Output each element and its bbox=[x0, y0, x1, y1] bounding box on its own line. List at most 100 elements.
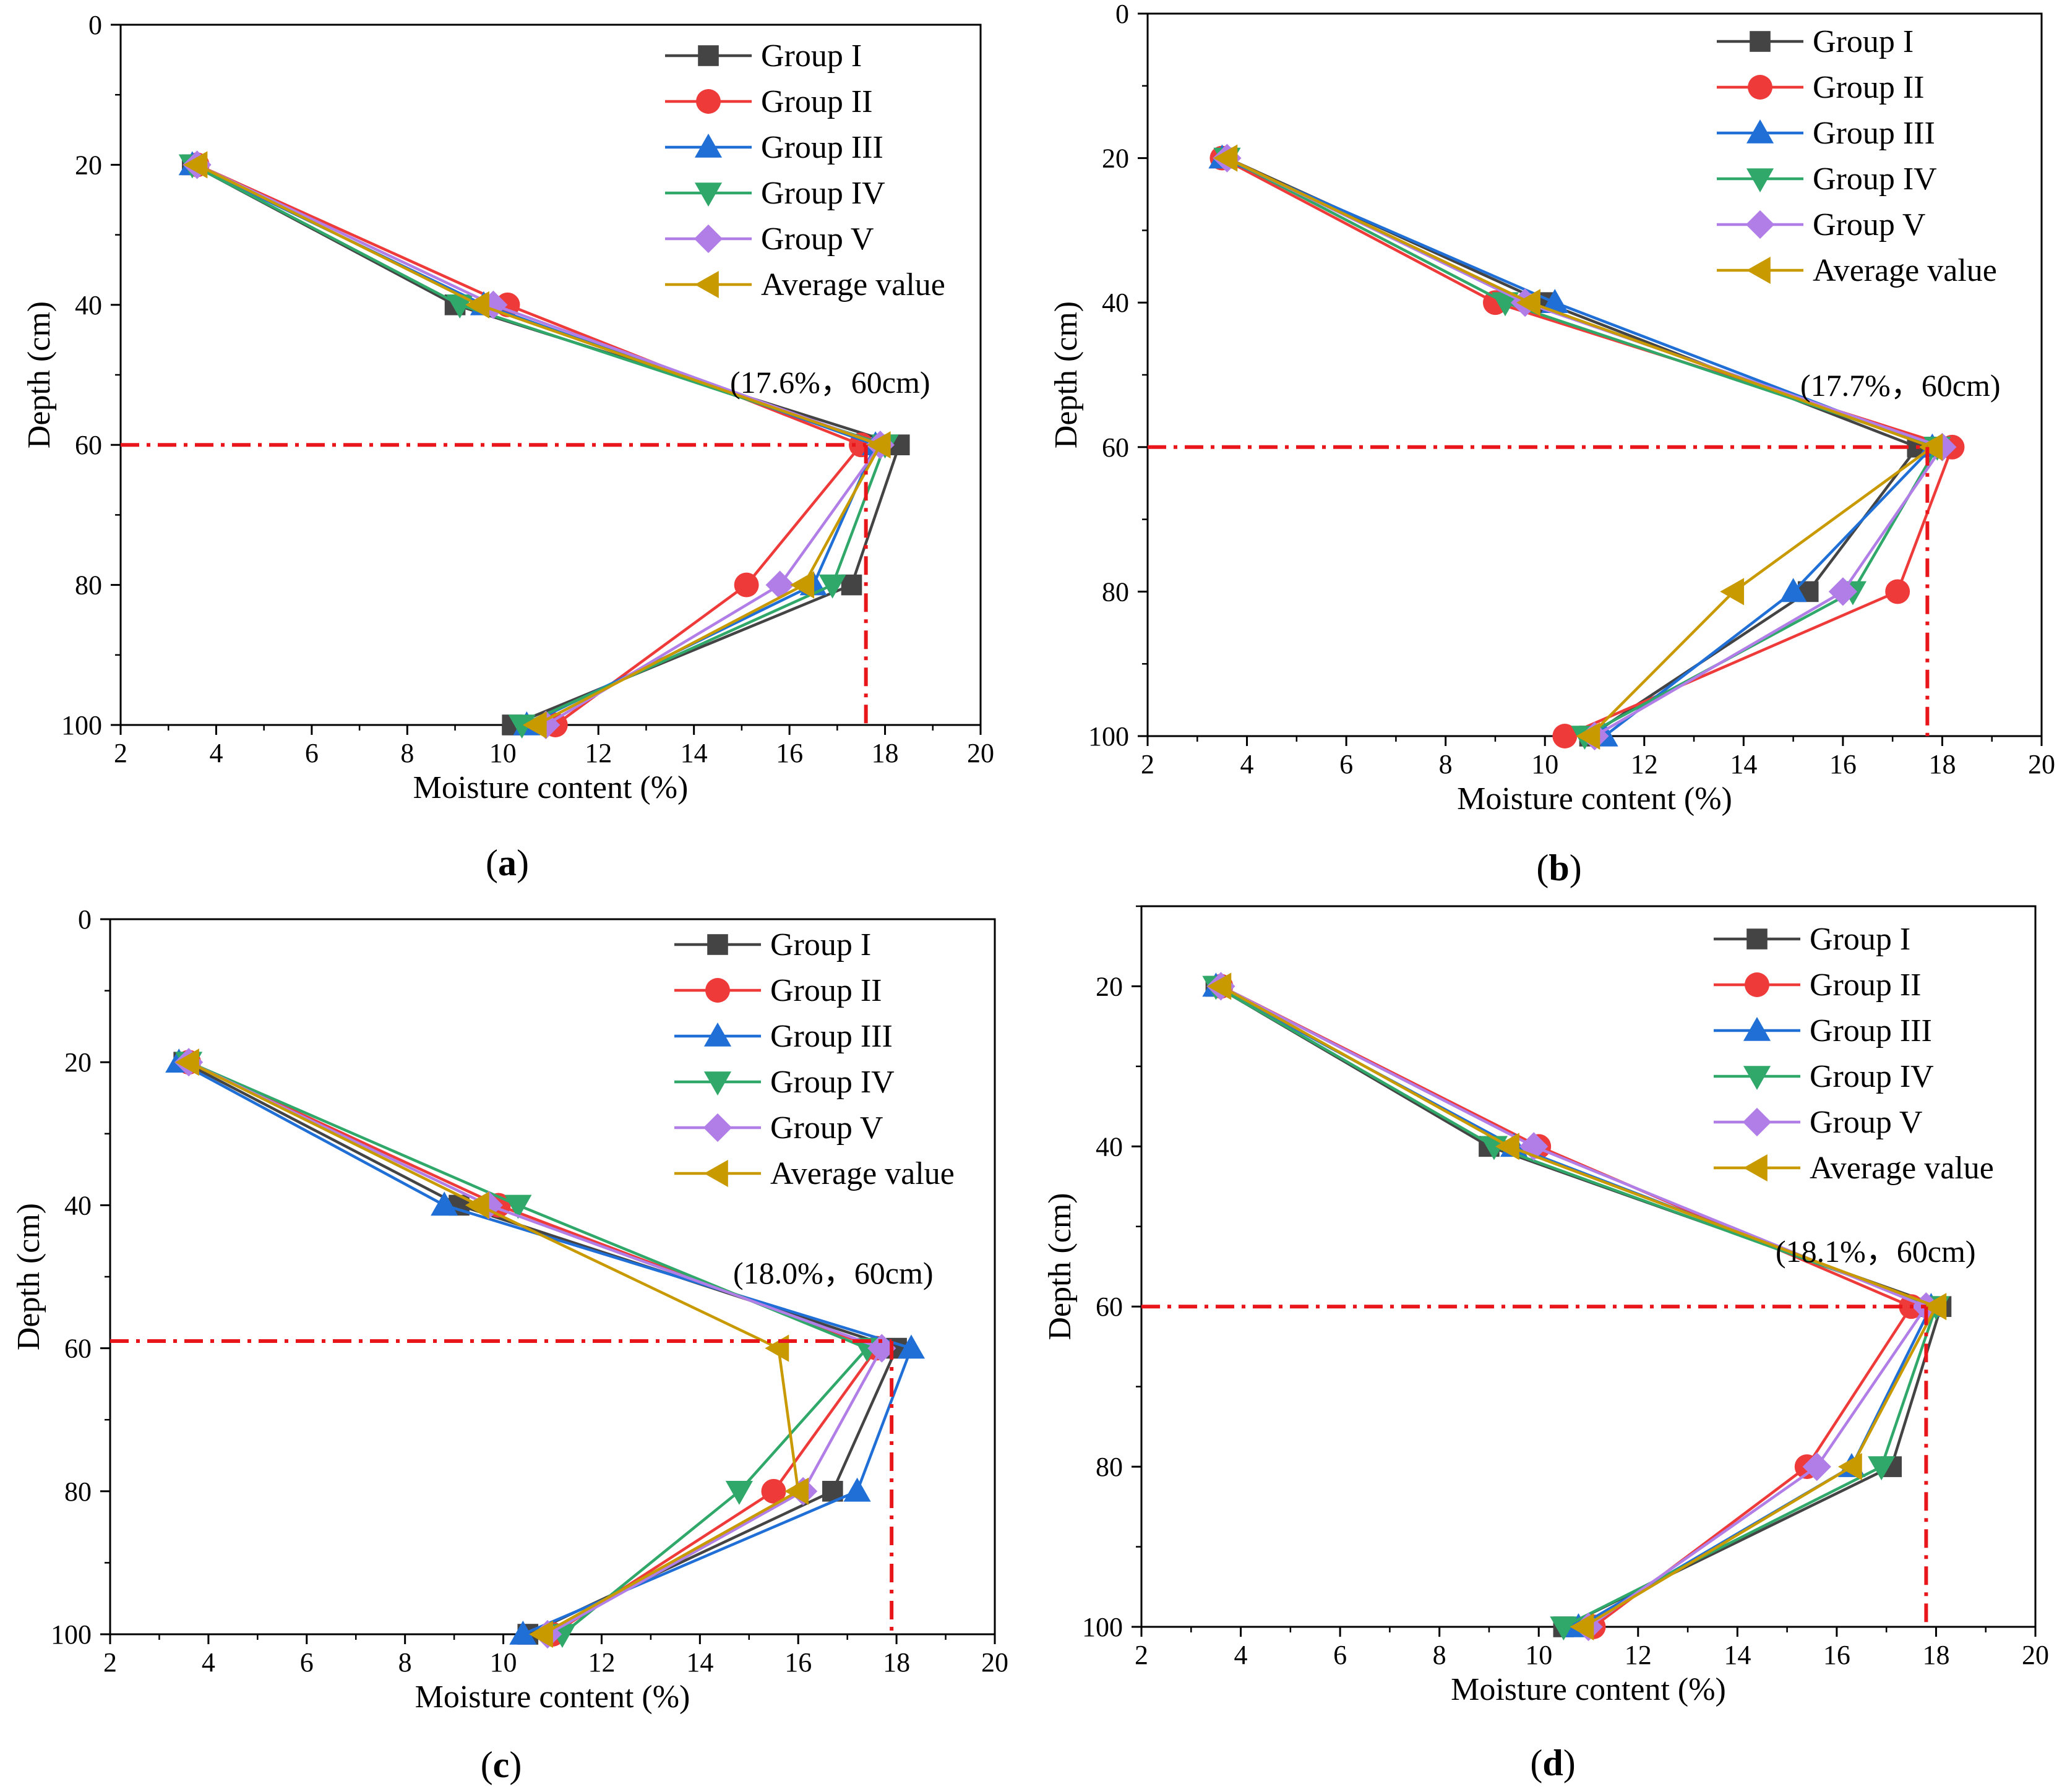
x-tick-label: 14 bbox=[1724, 1640, 1751, 1670]
legend-item: Group II bbox=[665, 84, 873, 119]
legend: Group I Group II Group III Group IV Group V A… bbox=[1717, 24, 1997, 288]
legend-marker bbox=[703, 1022, 732, 1047]
legend-label: Group V bbox=[761, 221, 874, 257]
data-point bbox=[843, 1477, 871, 1502]
legend-label: Group I bbox=[1810, 922, 1910, 957]
data-point bbox=[1213, 144, 1238, 172]
legend-marker bbox=[703, 1159, 728, 1188]
legend-marker bbox=[1746, 119, 1774, 144]
data-point bbox=[1918, 433, 1943, 461]
x-tick-label: 10 bbox=[490, 1647, 517, 1678]
series-average-value bbox=[175, 1048, 809, 1648]
data-point bbox=[1922, 1293, 1947, 1321]
annotation: (18.1%，60cm) bbox=[1776, 1234, 1976, 1269]
legend-marker bbox=[1742, 1107, 1772, 1137]
data-point bbox=[1868, 1456, 1896, 1481]
data-point bbox=[529, 1620, 553, 1648]
legend-label: Average value bbox=[1813, 253, 1997, 288]
y-axis-title: Depth (cm) bbox=[11, 1203, 46, 1350]
panel-a: 2 4 6 8 10 12 14 16 18 20 0 20 40 60 80 100 Moisture con… bbox=[22, 10, 994, 883]
series-average-value bbox=[1213, 144, 1943, 750]
panel-label: (d) bbox=[1530, 1743, 1575, 1783]
x-tick-label: 18 bbox=[1922, 1640, 1949, 1670]
data-point bbox=[897, 1334, 925, 1359]
panel-label: (c) bbox=[481, 1744, 522, 1785]
x-tick-label: 4 bbox=[1240, 749, 1254, 779]
x-axis-title: Moisture content (%) bbox=[413, 770, 689, 805]
x-tick-label: 4 bbox=[209, 738, 223, 768]
data-point bbox=[1720, 578, 1745, 606]
legend-marker bbox=[705, 978, 730, 1003]
data-point bbox=[1828, 577, 1857, 606]
series-line bbox=[178, 1061, 913, 1636]
legend-item: Average value bbox=[665, 267, 945, 302]
legend-label: Average value bbox=[770, 1156, 955, 1191]
y-tick-label: 100 bbox=[1088, 721, 1129, 752]
legend-item: Group IV bbox=[1714, 1059, 1934, 1094]
data-point bbox=[784, 1477, 809, 1505]
series-line bbox=[188, 1061, 800, 1636]
x-tick-label: 16 bbox=[776, 738, 803, 768]
legend-label: Average value bbox=[761, 267, 945, 302]
data-point bbox=[446, 294, 474, 319]
panel-label: (a) bbox=[486, 842, 529, 883]
legend-item: Average value bbox=[1714, 1151, 1994, 1186]
data-point bbox=[183, 151, 208, 179]
x-tick-label: 2 bbox=[1135, 1640, 1148, 1670]
x-tick-label: 10 bbox=[1531, 749, 1558, 779]
legend-marker bbox=[1746, 928, 1768, 950]
legend-marker bbox=[1743, 1154, 1768, 1182]
panel-label-letter: c bbox=[493, 1744, 510, 1785]
data-point bbox=[866, 431, 891, 459]
series-average-value bbox=[183, 151, 891, 739]
legend-marker bbox=[694, 133, 723, 158]
legend-label: Group II bbox=[1813, 70, 1925, 105]
x-tick-label: 18 bbox=[1928, 749, 1956, 779]
data-point bbox=[841, 574, 862, 596]
y-tick-label: 0 bbox=[78, 904, 92, 935]
data-point bbox=[765, 570, 794, 599]
data-point bbox=[1779, 578, 1807, 602]
legend-item: Group II bbox=[674, 973, 882, 1008]
legend-item: Group IV bbox=[674, 1065, 895, 1100]
legend-label: Group III bbox=[761, 130, 883, 165]
legend-label: Group V bbox=[1810, 1105, 1922, 1140]
legend-label: Average value bbox=[1810, 1151, 1994, 1186]
legend-item: Group V bbox=[674, 1110, 883, 1146]
legend-label: Group IV bbox=[1810, 1059, 1934, 1094]
legend-item: Average value bbox=[1717, 253, 1997, 288]
data-point bbox=[725, 1481, 753, 1505]
annotation: (17.6%，60cm) bbox=[730, 365, 930, 400]
legend-marker bbox=[694, 224, 723, 254]
x-tick-label: 16 bbox=[1829, 749, 1857, 779]
x-tick-label: 10 bbox=[1525, 1640, 1552, 1670]
x-tick-label: 18 bbox=[872, 738, 899, 768]
x-tick-label: 16 bbox=[784, 1647, 812, 1678]
y-tick-label: 80 bbox=[64, 1477, 92, 1507]
x-tick-label: 8 bbox=[1439, 749, 1453, 779]
data-point bbox=[1550, 1616, 1578, 1641]
annotation: (18.0%，60cm) bbox=[733, 1256, 934, 1290]
legend-marker bbox=[1746, 256, 1771, 285]
y-tick-label: 80 bbox=[1096, 1452, 1123, 1482]
panel-c: 2 4 6 8 10 12 14 16 18 20 0 20 40 60 80 100 Moisture con… bbox=[11, 904, 1008, 1785]
legend: Group I Group II Group III Group IV Group V A… bbox=[665, 38, 945, 302]
y-tick-label: 40 bbox=[64, 1190, 92, 1220]
x-tick-label: 12 bbox=[588, 1647, 615, 1678]
x-tick-label: 2 bbox=[103, 1647, 117, 1678]
legend-marker bbox=[1743, 1016, 1771, 1041]
y-tick-label: 60 bbox=[1102, 432, 1129, 463]
data-point bbox=[465, 291, 489, 319]
x-tick-label: 2 bbox=[1141, 749, 1154, 779]
data-point bbox=[508, 714, 536, 739]
legend-item: Group V bbox=[1714, 1105, 1922, 1140]
x-tick-label: 14 bbox=[681, 738, 708, 768]
legend-label: Group I bbox=[761, 38, 862, 74]
y-axis-title: Depth (cm) bbox=[1049, 301, 1084, 448]
data-point bbox=[504, 1194, 532, 1219]
legend-item: Group V bbox=[1717, 207, 1925, 242]
x-tick-label: 4 bbox=[202, 1647, 215, 1678]
legend-label: Group III bbox=[770, 1019, 893, 1054]
legend-marker bbox=[703, 1113, 732, 1143]
